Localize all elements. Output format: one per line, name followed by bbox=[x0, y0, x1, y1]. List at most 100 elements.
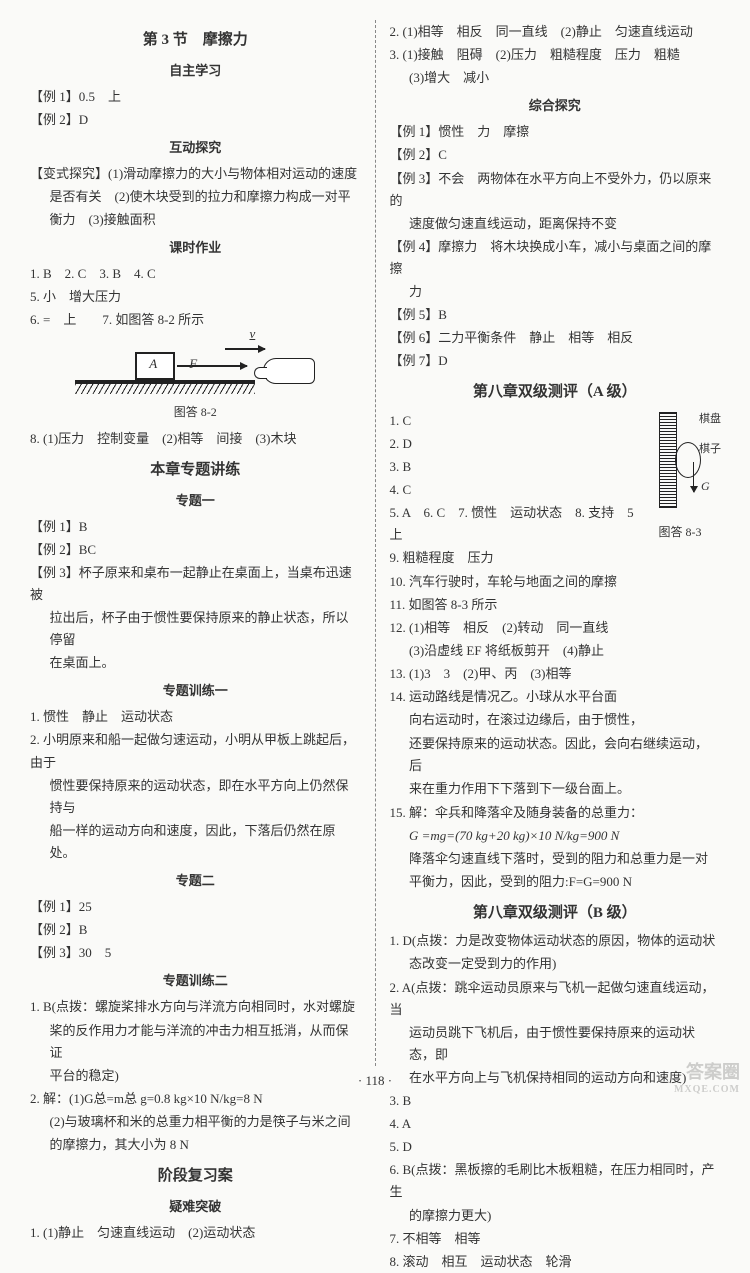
right-column: 2. (1)相等 相反 同一直线 (2)静止 匀速直线运动 3. (1)接触 阻… bbox=[390, 20, 721, 1066]
text-line: (3)增大 减小 bbox=[390, 67, 721, 89]
example-line: 【例 2】D bbox=[30, 109, 361, 131]
homework-line: 1. B 2. C 3. B 4. C bbox=[30, 263, 361, 285]
watermark-sub: MXQE.COM bbox=[674, 1084, 740, 1096]
text-line: (3)沿虚线 EF 将纸板剪开 (4)静止 bbox=[390, 640, 721, 662]
answer-line: 12. (1)相等 相反 (2)转动 同一直线 bbox=[390, 617, 721, 639]
two-column-layout: 第 3 节 摩擦力 自主学习 【例 1】0.5 上 【例 2】D 互动探究 【变… bbox=[30, 20, 720, 1066]
text-line: 惯性要保持原来的运动状态，即在水平方向上仍然保持与 bbox=[30, 775, 361, 819]
section-title: 阶段复习案 bbox=[30, 1164, 361, 1190]
section-title: 第 3 节 摩擦力 bbox=[30, 28, 361, 54]
figure-8-2: A F v 图答 8-2 bbox=[30, 338, 361, 422]
homework-line: 6. = 上 7. 如图答 8-2 所示 bbox=[30, 309, 361, 331]
example-line: 【例 4】摩擦力 将木块换成小车，减小与桌面之间的摩擦 bbox=[390, 236, 721, 280]
example-line: 【例 1】25 bbox=[30, 896, 361, 918]
text-line: 【变式探究】(1)滑动摩擦力的大小与物体相对运动的速度 bbox=[30, 163, 361, 185]
sub-heading: 专题训练一 bbox=[30, 680, 361, 702]
sub-heading: 专题一 bbox=[30, 490, 361, 512]
example-line: 【例 2】B bbox=[30, 919, 361, 941]
answer-line: 5. D bbox=[390, 1136, 721, 1158]
sub-heading: 疑难突破 bbox=[30, 1196, 361, 1218]
example-line: 【例 2】BC bbox=[30, 539, 361, 561]
text-line: 向右运动时，在滚过边缘后，由于惯性， bbox=[390, 709, 721, 731]
text-line: 降落伞匀速直线下落时，受到的阻力和总重力是一对 bbox=[390, 848, 721, 870]
answer-line: 4. A bbox=[390, 1113, 721, 1135]
text-line: 在桌面上。 bbox=[30, 652, 361, 674]
figure-caption: 图答 8-2 bbox=[30, 402, 361, 422]
answer-line: 13. (1)3 3 (2)甲、丙 (3)相等 bbox=[390, 663, 721, 685]
answer-line: 6. B(点拨：黑板擦的毛刷比木板粗糙，在压力相同时，产生 bbox=[390, 1159, 721, 1203]
left-column: 第 3 节 摩擦力 自主学习 【例 1】0.5 上 【例 2】D 互动探究 【变… bbox=[30, 20, 361, 1066]
hand-icon bbox=[263, 358, 315, 384]
answer-line: 9. 粗糙程度 压力 bbox=[390, 547, 721, 569]
label-piece: 棋子 bbox=[699, 440, 721, 459]
example-line: 【例 7】D bbox=[390, 350, 721, 372]
text-line: (2)与玻璃杯和米的总重力相平衡的力是筷子与米之间 bbox=[30, 1111, 361, 1133]
sub-heading: 互动探究 bbox=[30, 137, 361, 159]
example-line: 【例 1】惯性 力 摩擦 bbox=[390, 121, 721, 143]
example-line: 【例 3】30 5 bbox=[30, 942, 361, 964]
label-board: 棋盘 bbox=[699, 410, 721, 429]
text-line: 2. (1)相等 相反 同一直线 (2)静止 匀速直线运动 bbox=[390, 21, 721, 43]
text-line: 还要保持原来的运动状态。因此，会向右继续运动，后 bbox=[390, 733, 721, 777]
gravity-arrow bbox=[693, 462, 694, 492]
watermark-main: 答案圈 bbox=[674, 1062, 740, 1084]
text-line: 船一样的运动方向和速度，因此，下落后仍然在原处。 bbox=[30, 820, 361, 864]
homework-line: 5. 小 增大压力 bbox=[30, 286, 361, 308]
sub-heading: 课时作业 bbox=[30, 237, 361, 259]
stage-line: 1. (1)静止 匀速直线运动 (2)运动状态 bbox=[30, 1222, 361, 1244]
figure-8-3-drawing: G 棋盘 棋子 bbox=[645, 412, 715, 522]
example-line: 【例 6】二力平衡条件 静止 相等 相反 bbox=[390, 327, 721, 349]
answer-line: 2. A(点拨：跳伞运动员原来与飞机一起做匀速直线运动，当 bbox=[390, 977, 721, 1021]
label-G: G bbox=[701, 476, 710, 496]
section-title: 第八章双级测评（A 级） bbox=[390, 380, 721, 406]
sub-heading: 自主学习 bbox=[30, 60, 361, 82]
label-F: F bbox=[189, 353, 197, 375]
force-arrow bbox=[177, 365, 247, 367]
velocity-arrow bbox=[225, 348, 265, 350]
text-line: 的摩擦力，其大小为 8 N bbox=[30, 1134, 361, 1156]
label-A: A bbox=[149, 353, 157, 375]
page-number: · 118 · bbox=[0, 1070, 750, 1092]
text-line: 运动员跳下飞机后，由于惯性要保持原来的运动状态，即 bbox=[390, 1022, 721, 1066]
sub-heading: 专题训练二 bbox=[30, 970, 361, 992]
answer-line: 8. 滚动 相互 运动状态 轮滑 bbox=[390, 1251, 721, 1273]
label-v: v bbox=[249, 323, 255, 345]
text-line: 桨的反作用力才能与洋流的冲击力相互抵消，从而保证 bbox=[30, 1020, 361, 1064]
answer-line: 1. D(点拨：力是改变物体运动状态的原因，物体的运动状 bbox=[390, 930, 721, 952]
text-line: 来在重力作用下下落到下一级台面上。 bbox=[390, 778, 721, 800]
math-line: G =mg=(70 kg+20 kg)×10 N/kg=900 N bbox=[390, 825, 721, 847]
homework-line: 8. (1)压力 控制变量 (2)相等 间接 (3)木块 bbox=[30, 428, 361, 450]
figure-caption: 图答 8-3 bbox=[640, 522, 720, 542]
text-line: 速度做匀速直线运动，距离保持不变 bbox=[390, 213, 721, 235]
answer-line: 3. B bbox=[390, 1090, 721, 1112]
section-title: 第八章双级测评（B 级） bbox=[390, 901, 721, 927]
section-title: 本章专题讲练 bbox=[30, 458, 361, 484]
hatch-pattern bbox=[75, 384, 255, 394]
training-line: 2. 小明原来和船一起做匀速运动，小明从甲板上跳起后，由于 bbox=[30, 729, 361, 773]
example-line: 【例 3】杯子原来和桌布一起静止在桌面上，当桌布迅速被 bbox=[30, 562, 361, 606]
text-line: 的摩擦力更大) bbox=[390, 1205, 721, 1227]
example-line: 【例 1】B bbox=[30, 516, 361, 538]
text-line: 衡力 (3)接触面积 bbox=[30, 209, 361, 231]
answer-line: 10. 汽车行驶时，车轮与地面之间的摩擦 bbox=[390, 571, 721, 593]
example-line: 【例 1】0.5 上 bbox=[30, 86, 361, 108]
text-line: 是否有关 (2)使木块受到的拉力和摩擦力构成一对平 bbox=[30, 186, 361, 208]
example-line: 【例 2】C bbox=[390, 144, 721, 166]
column-divider bbox=[375, 20, 376, 1066]
sub-heading: 综合探究 bbox=[390, 95, 721, 117]
text-line: 3. (1)接触 阻碍 (2)压力 粗糙程度 压力 粗糙 bbox=[390, 44, 721, 66]
answer-line: 11. 如图答 8-3 所示 bbox=[390, 594, 721, 616]
text-line: 态改变一定受到力的作用) bbox=[390, 953, 721, 975]
example-line: 【例 3】不会 两物体在水平方向上不受外力，仍以原来的 bbox=[390, 168, 721, 212]
figure-8-2-drawing: A F v bbox=[65, 338, 325, 398]
example-line: 【例 5】B bbox=[390, 304, 721, 326]
training-line: 1. 惯性 静止 运动状态 bbox=[30, 706, 361, 728]
sub-heading: 专题二 bbox=[30, 870, 361, 892]
text-line: 拉出后，杯子由于惯性要保持原来的静止状态，所以停留 bbox=[30, 607, 361, 651]
chess-piece-shape bbox=[675, 442, 701, 478]
text-line: 平衡力，因此，受到的阻力:F=G=900 N bbox=[390, 871, 721, 893]
figure-8-3: G 棋盘 棋子 图答 8-3 bbox=[640, 412, 720, 542]
training-line: 1. B(点拨：螺旋桨排水方向与洋流方向相同时，水对螺旋 bbox=[30, 996, 361, 1018]
answer-line: 14. 运动路线是情况乙。小球从水平台面 bbox=[390, 686, 721, 708]
answer-line: 15. 解：伞兵和降落伞及随身装备的总重力： bbox=[390, 802, 721, 824]
